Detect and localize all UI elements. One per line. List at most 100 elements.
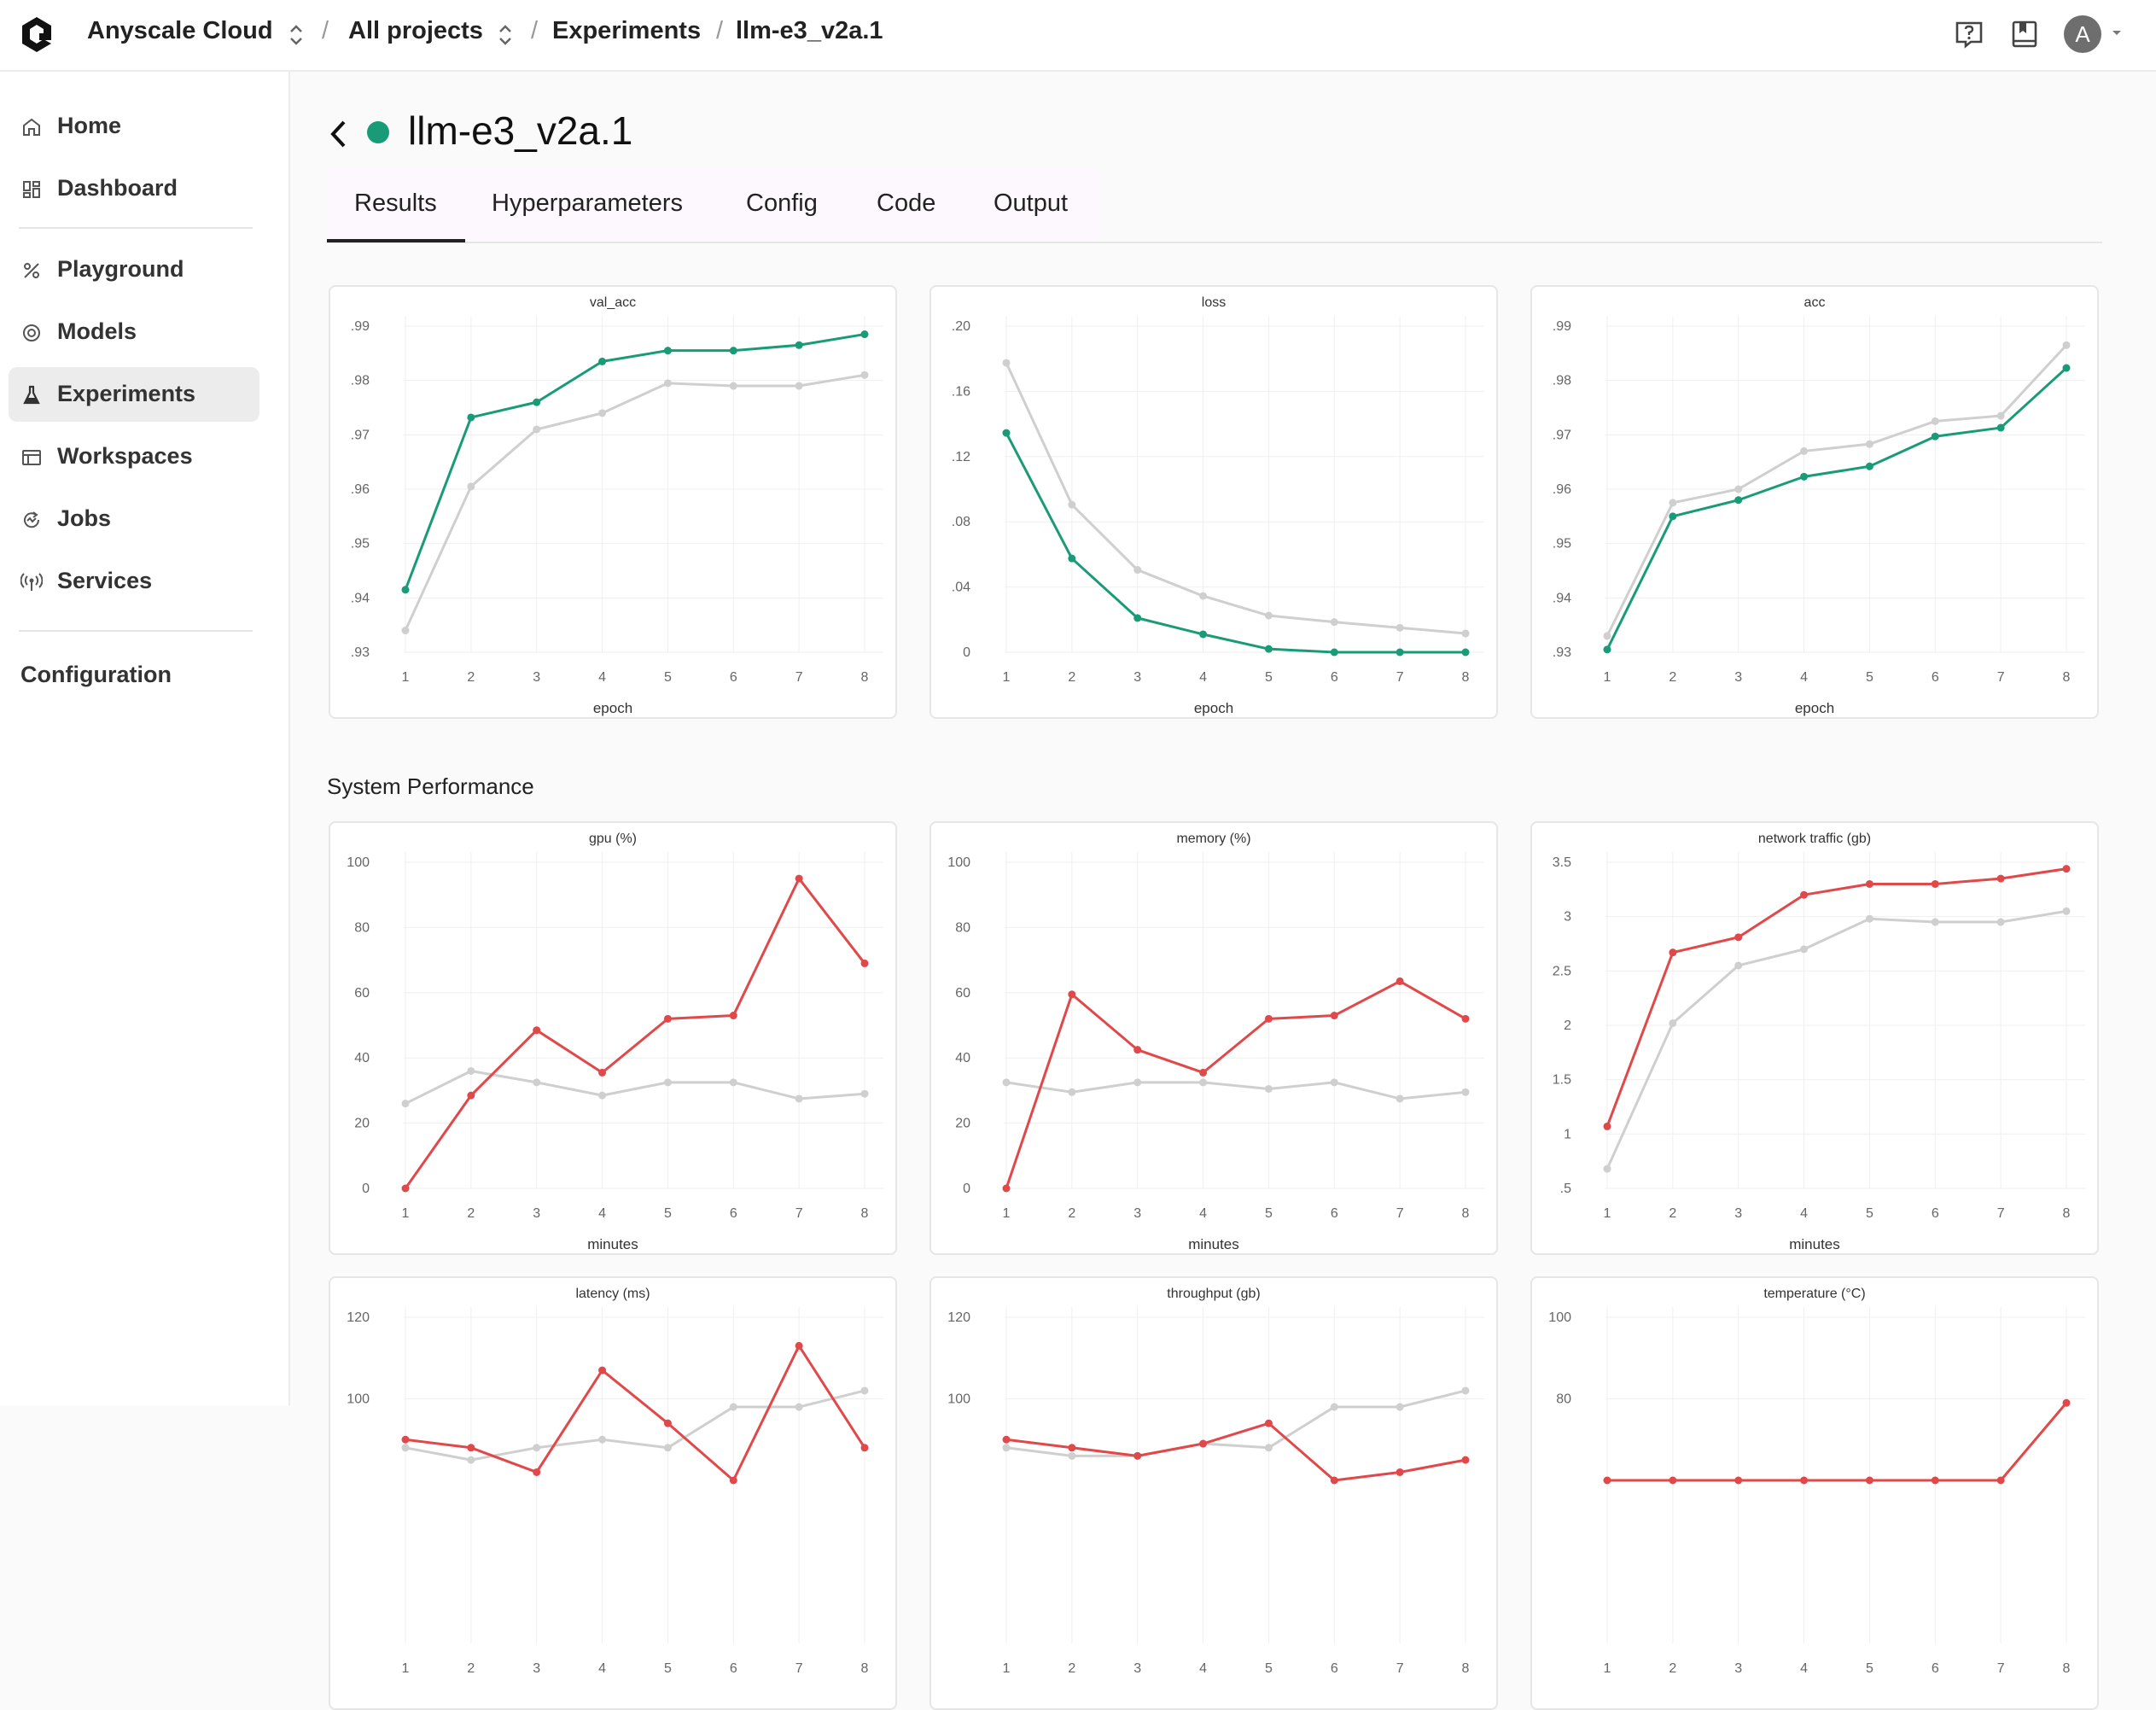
data-point <box>1603 1122 1611 1130</box>
sidebar-configuration[interactable]: Configuration <box>20 662 172 687</box>
x-tick-label: 1 <box>402 1206 410 1221</box>
data-point <box>1068 1088 1076 1096</box>
breadcrumb-section[interactable]: Experiments <box>552 17 702 44</box>
x-tick-label: 2 <box>1068 1206 1075 1221</box>
data-point <box>467 1066 475 1075</box>
series-line <box>1605 909 2067 1170</box>
data-point <box>1461 629 1470 638</box>
x-tick-label: 2 <box>467 670 475 685</box>
x-tick-label: 1 <box>1604 1206 1611 1221</box>
data-point <box>729 347 737 355</box>
series-line <box>1607 1402 2068 1482</box>
y-tick-label: 20 <box>955 1117 970 1131</box>
series-line <box>404 373 865 632</box>
y-tick-label: .95 <box>351 537 370 552</box>
data-point <box>1800 446 1809 455</box>
data-point <box>1330 618 1338 627</box>
y-tick-label: .97 <box>1553 428 1571 442</box>
tab-results[interactable]: Results <box>354 190 437 217</box>
docs-icon[interactable] <box>2009 19 2040 50</box>
sidebar-item-jobs[interactable]: Jobs <box>9 492 259 546</box>
back-arrow-icon[interactable] <box>328 118 348 150</box>
chart-temperature: 1 2 3 4 5 6 7 8 80 100 <box>1548 1307 2085 1676</box>
data-point <box>1800 1476 1809 1485</box>
x-tick-label: 3 <box>1133 1206 1141 1221</box>
data-point <box>1068 1451 1076 1460</box>
y-tick-label: .98 <box>1553 374 1571 388</box>
x-tick-label: 7 <box>1396 670 1404 685</box>
sidebar-item-label: Services <box>57 568 153 593</box>
chevron-updown-icon[interactable] <box>496 20 515 50</box>
data-point <box>2062 364 2071 372</box>
y-tick-label: .08 <box>952 515 970 529</box>
y-tick-label: .96 <box>1553 482 1571 497</box>
x-tick-label: 4 <box>598 1661 606 1676</box>
breadcrumb-separator: / <box>322 17 329 44</box>
tab-config[interactable]: Config <box>746 190 818 217</box>
data-point <box>1133 1078 1142 1087</box>
sidebar-item-services[interactable]: Services <box>9 554 259 609</box>
data-point <box>1669 1476 1677 1485</box>
y-tick-label: 80 <box>955 920 970 935</box>
breadcrumb-org[interactable]: Anyscale Cloud <box>87 17 273 44</box>
sidebar-item-models[interactable]: Models <box>9 305 259 359</box>
x-tick-label: 1 <box>1604 670 1611 685</box>
chart-latency: 1 2 3 4 5 6 7 8 100 120 <box>347 1307 883 1676</box>
data-point <box>1002 1078 1011 1087</box>
data-point <box>1603 1164 1611 1173</box>
x-tick-label: 3 <box>533 1661 540 1676</box>
series-line <box>1005 432 1465 654</box>
data-point <box>467 1456 475 1464</box>
series-line <box>1005 979 1466 1189</box>
breadcrumb-project[interactable]: All projects <box>348 17 483 44</box>
series-line <box>1005 1081 1466 1100</box>
data-point <box>1396 977 1404 985</box>
series-line <box>404 333 865 591</box>
chevron-down-icon[interactable] <box>2110 26 2124 39</box>
data-point <box>2062 341 2071 349</box>
y-tick-label: 120 <box>347 1310 370 1325</box>
y-tick-label: 100 <box>347 1392 370 1407</box>
x-tick-label: 4 <box>1800 670 1808 685</box>
x-tick-label: 6 <box>1331 1661 1338 1676</box>
tab-code[interactable]: Code <box>877 190 936 217</box>
sidebar-item-experiments[interactable]: Experiments <box>9 367 259 422</box>
data-point <box>1669 512 1677 521</box>
data-point <box>401 1184 410 1193</box>
y-tick-label: 60 <box>354 986 370 1001</box>
sidebar-item-workspaces[interactable]: Workspaces <box>9 429 259 484</box>
data-point <box>663 379 672 388</box>
data-point <box>2062 1398 2071 1407</box>
sidebar-item-home[interactable]: Home <box>9 99 259 154</box>
data-point <box>795 1094 803 1103</box>
sidebar-item-playground[interactable]: Playground <box>9 242 259 297</box>
chart-network-traffic: 1 2 3 4 5 6 7 8 .5 1 1.5 2 2.5 3 3.5 <box>1553 852 2085 1221</box>
y-tick-label: .96 <box>351 482 370 497</box>
data-point <box>533 1026 541 1035</box>
data-point <box>401 1435 410 1444</box>
y-tick-label: 0 <box>963 645 970 660</box>
sidebar-item-label: Dashboard <box>57 175 178 201</box>
data-point <box>860 371 869 379</box>
anyscale-logo[interactable] <box>17 15 56 54</box>
section-title: System Performance <box>327 773 534 799</box>
data-point <box>467 1444 475 1452</box>
sidebar-item-dashboard[interactable]: Dashboard <box>9 161 259 216</box>
chart-title: throughput (gb) <box>1167 1287 1261 1301</box>
broadcast-icon <box>20 573 43 591</box>
data-point <box>401 1444 410 1452</box>
x-tick-label: 4 <box>1199 1206 1207 1221</box>
data-point <box>729 382 737 390</box>
y-tick-label: 40 <box>354 1051 370 1065</box>
tab-output[interactable]: Output <box>994 190 1069 217</box>
x-tick-label: 2 <box>1068 1661 1075 1676</box>
data-point <box>1734 961 1743 970</box>
chevron-updown-icon[interactable] <box>287 20 306 50</box>
tab-hyperparameters[interactable]: Hyperparameters <box>492 190 684 217</box>
avatar[interactable]: A <box>2064 15 2101 53</box>
x-tick-label: 3 <box>533 670 540 685</box>
series-line <box>404 877 866 1189</box>
help-icon[interactable] <box>1954 19 1984 50</box>
data-point <box>1800 890 1809 899</box>
x-tick-label: 8 <box>1462 1206 1470 1221</box>
